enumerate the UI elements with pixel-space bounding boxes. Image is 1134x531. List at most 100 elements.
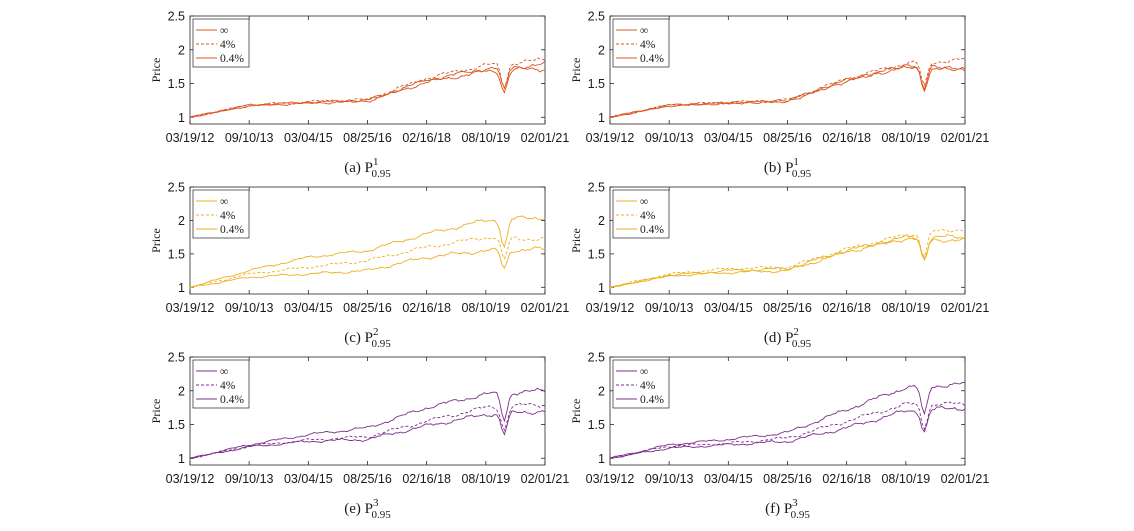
series-line-1	[189, 402, 546, 459]
y-tick-label: 1.5	[588, 418, 605, 432]
y-axis-label: Price	[149, 399, 163, 424]
legend-entry-1: 4%	[640, 39, 656, 51]
x-tick-label: 03/04/15	[284, 472, 333, 486]
caption-superscript: 2	[373, 326, 379, 338]
panel-caption: (a) P1 0.95	[344, 156, 391, 180]
series-line-1	[609, 58, 966, 118]
x-tick-label: 03/19/12	[166, 131, 215, 145]
y-tick-label: 1	[178, 452, 185, 466]
legend-entry-1: 4%	[220, 210, 236, 222]
chart-panel-4: 1 1.5 2 2.5 03/19/12 09/10/13 03/04/15 08/25/16…	[149, 351, 569, 522]
x-tick-label: 03/04/15	[284, 131, 333, 145]
panel-caption: (f) P3 0.95	[765, 497, 810, 521]
series-line-2	[609, 406, 966, 460]
caption-superscript: 2	[793, 326, 799, 338]
x-tick-label: 03/19/12	[586, 472, 635, 486]
legend-entry-1: 4%	[220, 380, 236, 392]
x-tick-label: 08/25/16	[763, 131, 812, 145]
y-axis-label: Price	[569, 399, 583, 424]
x-tick-label: 08/10/19	[461, 472, 510, 486]
x-tick-label: 02/01/21	[521, 472, 570, 486]
legend-box	[192, 359, 250, 409]
legend-entry-0: ∞	[640, 366, 648, 378]
x-tick-label: 02/01/21	[521, 301, 570, 315]
panel-caption: (d) P2 0.95	[764, 326, 812, 350]
x-tick-label: 02/16/18	[822, 131, 871, 145]
x-tick-label: 02/01/21	[941, 472, 990, 486]
series-line-2	[609, 237, 966, 288]
x-tick-label: 02/16/18	[402, 131, 451, 145]
x-tick-label: 02/16/18	[402, 472, 451, 486]
x-tick-label: 08/25/16	[343, 301, 392, 315]
y-axis-label: Price	[569, 228, 583, 253]
series-line-0	[189, 215, 546, 289]
caption-label: (e) P	[344, 501, 373, 517]
y-tick-label: 1.5	[588, 247, 605, 261]
caption-superscript: 1	[373, 156, 379, 168]
y-tick-label: 2.5	[168, 181, 185, 195]
legend-entry-2: 0.4%	[640, 394, 664, 406]
y-axis-label: Price	[149, 58, 163, 83]
legend-box	[192, 189, 250, 239]
x-tick-label: 08/10/19	[461, 301, 510, 315]
caption-subscript: 0.95	[372, 509, 392, 521]
legend-entry-0: ∞	[220, 25, 228, 37]
x-tick-label: 08/25/16	[343, 472, 392, 486]
y-tick-label: 2.5	[168, 351, 185, 365]
series-line-0	[609, 381, 966, 459]
legend-box	[612, 359, 670, 409]
x-tick-label: 03/04/15	[284, 301, 333, 315]
x-tick-label: 09/10/13	[645, 301, 694, 315]
x-tick-label: 08/10/19	[461, 131, 510, 145]
x-tick-label: 02/01/21	[521, 131, 570, 145]
x-tick-label: 09/10/13	[225, 131, 274, 145]
x-tick-label: 02/16/18	[822, 301, 871, 315]
x-tick-label: 03/04/15	[704, 301, 753, 315]
caption-label: (c) P	[344, 330, 373, 346]
caption-label: (f) P	[765, 501, 792, 517]
x-tick-label: 08/25/16	[763, 472, 812, 486]
x-tick-label: 08/25/16	[343, 131, 392, 145]
y-tick-label: 2	[178, 214, 185, 228]
y-tick-label: 1	[178, 281, 185, 295]
chart-panel-3: 1 1.5 2 2.5 03/19/12 09/10/13 03/04/15 08/25/16…	[569, 181, 989, 351]
x-tick-label: 08/10/19	[881, 131, 930, 145]
panel-caption: (c) P2 0.95	[344, 326, 391, 350]
chart-panel-2: 1 1.5 2 2.5 03/19/12 09/10/13 03/04/15 08/25/16…	[149, 181, 569, 351]
y-tick-label: 1.5	[588, 77, 605, 91]
y-tick-label: 2	[598, 384, 605, 398]
series-line-0	[189, 387, 546, 459]
y-tick-label: 2	[178, 384, 185, 398]
y-tick-label: 1	[598, 281, 605, 295]
y-tick-label: 2	[178, 43, 185, 57]
y-axis-label: Price	[569, 58, 583, 83]
y-tick-label: 2.5	[588, 10, 605, 24]
x-tick-label: 03/19/12	[586, 301, 635, 315]
y-tick-label: 1.5	[168, 247, 185, 261]
x-tick-label: 09/10/13	[645, 472, 694, 486]
series-line-1	[189, 236, 546, 288]
caption-superscript: 1	[793, 156, 799, 168]
chart-panel-1: 1 1.5 2 2.5 03/19/12 09/10/13 03/04/15 08/25/16…	[569, 10, 989, 181]
y-tick-label: 2.5	[588, 181, 605, 195]
caption-subscript: 0.95	[372, 168, 392, 180]
series-line-1	[609, 228, 966, 289]
x-tick-label: 08/10/19	[881, 472, 930, 486]
caption-subscript: 0.95	[792, 168, 812, 180]
x-tick-label: 08/10/19	[881, 301, 930, 315]
x-tick-label: 03/19/12	[166, 472, 215, 486]
x-tick-label: 02/01/21	[941, 131, 990, 145]
y-axis-label: Price	[149, 228, 163, 253]
x-tick-label: 03/04/15	[704, 472, 753, 486]
y-tick-label: 2.5	[588, 351, 605, 365]
panel-caption: (b) P1 0.95	[764, 156, 812, 180]
caption-superscript: 3	[373, 497, 379, 509]
legend-entry-1: 4%	[640, 210, 656, 222]
y-tick-label: 2	[598, 214, 605, 228]
series-line-2	[189, 246, 546, 288]
y-tick-label: 2.5	[168, 10, 185, 24]
caption-label: (d) P	[764, 330, 794, 346]
chart-panel-0: 1 1.5 2 2.5 03/19/12 09/10/13 03/04/15 08/25/16…	[149, 10, 569, 181]
